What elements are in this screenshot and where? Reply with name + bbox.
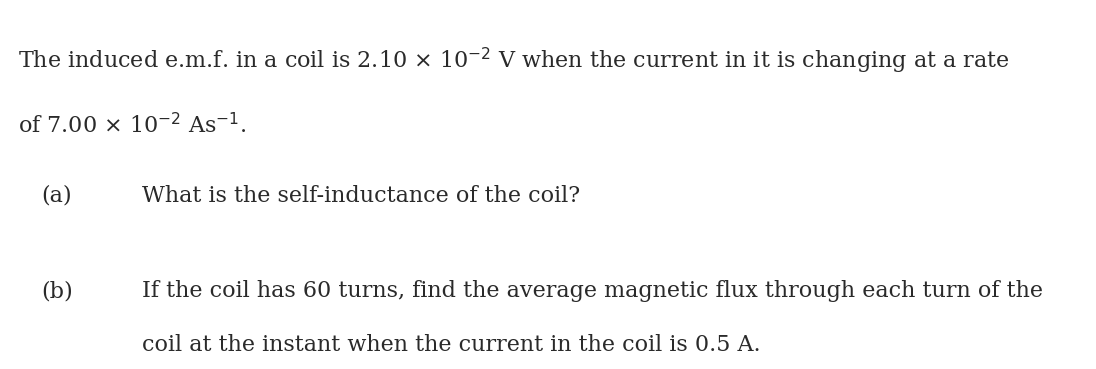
Text: (a): (a) xyxy=(42,184,72,207)
Text: The induced e.m.f. in a coil is 2.10 $\times$ 10$^{-2}$ V when the current in it: The induced e.m.f. in a coil is 2.10 $\t… xyxy=(18,46,1009,76)
Text: (b): (b) xyxy=(42,280,73,303)
Text: coil at the instant when the current in the coil is 0.5 A.: coil at the instant when the current in … xyxy=(142,334,761,356)
Text: What is the self-inductance of the coil?: What is the self-inductance of the coil? xyxy=(142,184,581,207)
Text: If the coil has 60 turns, find the average magnetic flux through each turn of th: If the coil has 60 turns, find the avera… xyxy=(142,280,1043,303)
Text: of 7.00 $\times$ 10$^{-2}$ As$^{-1}$.: of 7.00 $\times$ 10$^{-2}$ As$^{-1}$. xyxy=(18,113,246,138)
